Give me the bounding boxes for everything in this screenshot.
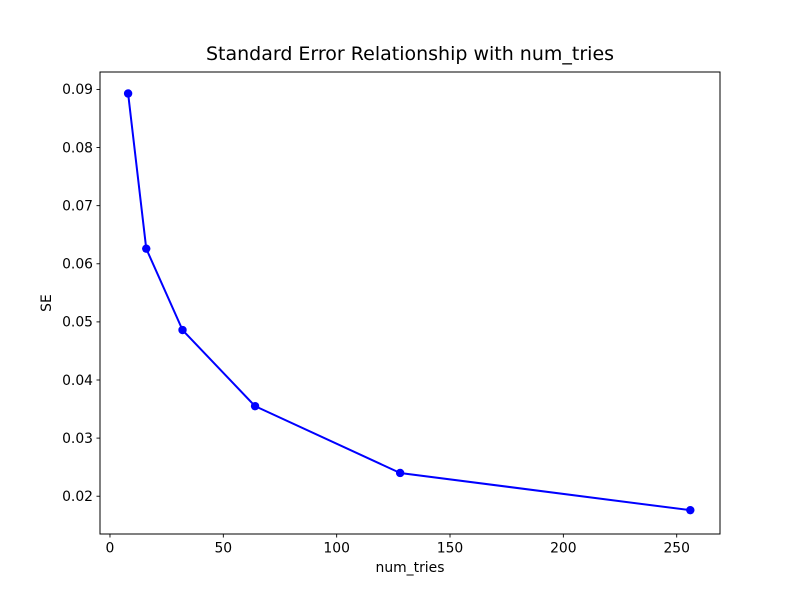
x-tick-label: 250	[663, 541, 690, 557]
x-tick-label: 100	[323, 541, 350, 557]
plot-area	[100, 72, 720, 534]
data-point-marker	[395, 468, 405, 478]
y-tick-label: 0.04	[62, 373, 93, 389]
y-tick-label: 0.02	[62, 489, 93, 505]
x-axis-label: num_tries	[375, 560, 445, 576]
data-point-marker	[142, 244, 151, 253]
x-tick-label: 200	[550, 541, 577, 557]
se-line	[127, 93, 691, 512]
x-tick-label: 50	[214, 541, 232, 557]
y-tick-label: 0.07	[62, 198, 93, 214]
data-point-marker	[123, 89, 133, 98]
y-tick-label: 0.03	[62, 431, 93, 447]
chart-title: Standard Error Relationship with num_tri…	[205, 43, 615, 65]
x-tick-label: 0	[106, 541, 115, 557]
data-point-marker	[250, 401, 260, 411]
x-tick-label: 150	[437, 541, 464, 557]
y-tick-label: 0.09	[62, 82, 93, 98]
y-tick-label: 0.06	[62, 257, 93, 273]
y-axis-label: SE	[39, 294, 55, 312]
data-point-marker	[686, 505, 695, 515]
y-tick-label: 0.08	[62, 140, 93, 156]
data-point-marker	[178, 325, 187, 335]
axes-frame	[99, 71, 721, 535]
y-tick-label: 0.05	[62, 315, 93, 331]
